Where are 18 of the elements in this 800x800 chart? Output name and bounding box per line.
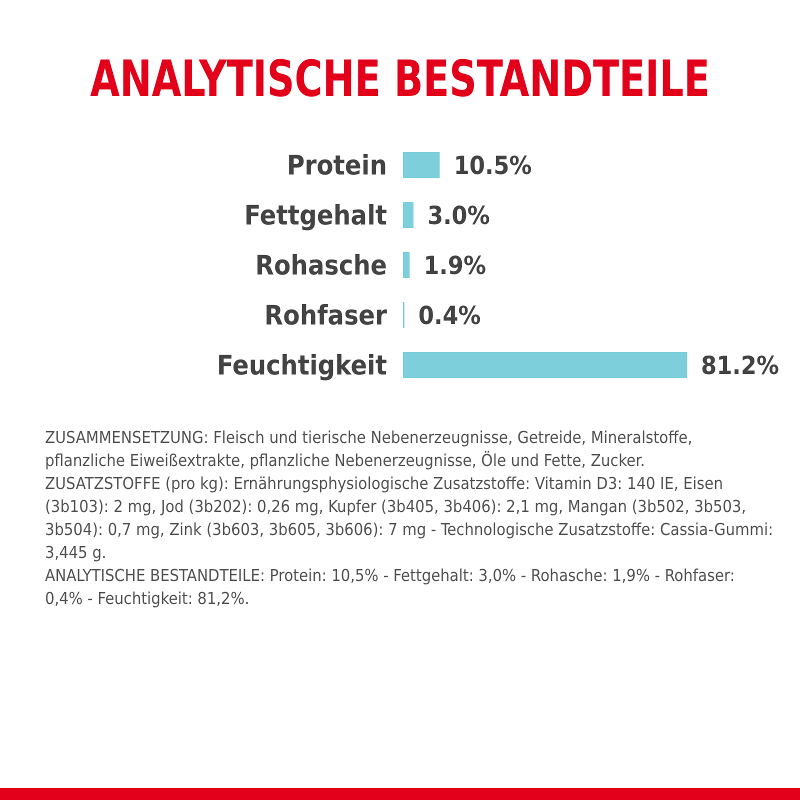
y-tick-label: Fettgehalt xyxy=(244,200,388,232)
data-label: 0.4% xyxy=(418,300,481,330)
bar xyxy=(403,152,440,178)
bar xyxy=(403,202,414,228)
data-label: 81.2% xyxy=(701,350,780,380)
data-label: 1.9% xyxy=(424,250,486,280)
data-label: 3.0% xyxy=(427,200,490,230)
bar xyxy=(403,252,410,278)
text: ZUSATZSTOFFE (pro kg): Ernährungsphysiologische Zusatzstoffe: Vitamin D3: 140 IE, Eisen (3b103): 2 mg, Jod (3b202): 0,26 mg, Kupfer (3b405, 3b406): 2,1 mg, Mangan (3b502, 3b503, 3b504): 0,7 mg, Zink (3b603, 3b605, 3b606): 7 mg - Technologische Zusatzstoffe: Cassia-Gummi: 3,445 g. xyxy=(45,473,774,564)
text: ZUSAMMENSETZUNG: Fleisch und tierische Nebenerzeugnisse, Getreide, Mineralstoffe, pflanzliche Eiweißextrakte, pflanzliche Nebenerzeugnisse, Öle und Fette, Zucker. xyxy=(45,427,694,472)
chart-title: ANALYTISCHE BESTANDTEILE xyxy=(89,49,711,108)
y-tick-label: Rohasche xyxy=(255,250,387,282)
bar xyxy=(403,352,687,378)
y-tick-label: Rohfaser xyxy=(264,300,388,332)
y-tick-label: Protein xyxy=(286,150,387,182)
text: ANALYTISCHE BESTANDTEILE: Protein: 10,5% - Fettgehalt: 3,0% - Rohasche: 1,9% - Rohfaser: 0,4% - Feuchtigkeit: 81,2%. xyxy=(45,565,736,610)
y-tick-label: Feuchtigkeit xyxy=(216,350,388,382)
data-label: 10.5% xyxy=(454,150,532,180)
